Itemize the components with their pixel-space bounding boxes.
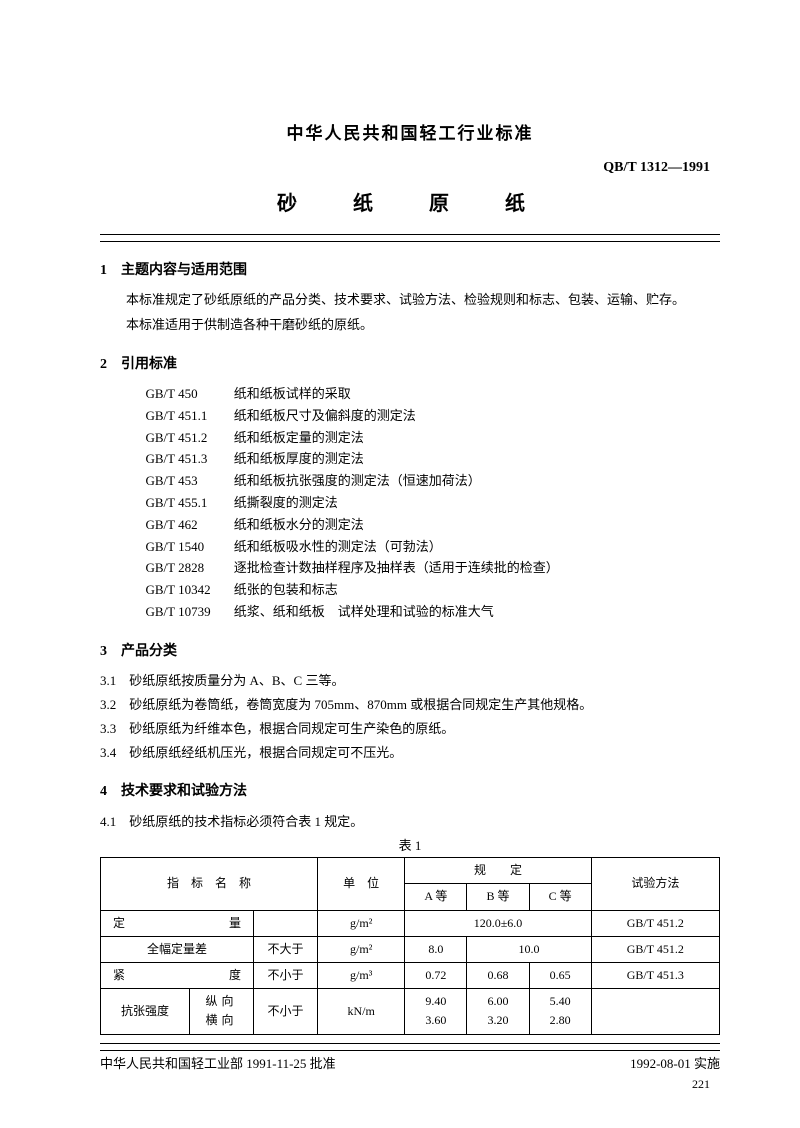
r3-b: 0.68 [467, 963, 529, 989]
r3-c: 0.65 [529, 963, 591, 989]
r1-method: GB/T 451.2 [591, 910, 719, 936]
reference-item: GB/T 462 纸和纸板水分的测定法 [146, 515, 721, 536]
s1-p2: 本标准适用于供制造各种干磨砂纸的原纸。 [100, 315, 720, 336]
r4-method [591, 989, 719, 1034]
s3-items: 3.1 砂纸原纸按质量分为 A、B、C 三等。 3.2 砂纸原纸为卷筒纸，卷筒宽度… [100, 671, 720, 763]
s3-item: 3.4 砂纸原纸经纸机压光，根据合同规定可不压光。 [100, 743, 720, 764]
reference-item: GB/T 10342 纸张的包装和标志 [146, 580, 721, 601]
r2-unit: g/m² [318, 936, 405, 962]
s4-p1-num: 4.1 [100, 814, 116, 829]
th-spec: 规 定 [405, 858, 591, 884]
reference-list: GB/T 450 纸和纸板试样的采取GB/T 451.1 纸和纸板尺寸及偏斜度的… [146, 384, 721, 623]
s4-p1-text: 砂纸原纸的技术指标必须符合表 1 规定。 [129, 814, 363, 829]
r2-a: 8.0 [405, 936, 467, 962]
s3-item: 3.2 砂纸原纸为卷筒纸，卷筒宽度为 705mm、870mm 或根据合同规定生产… [100, 695, 720, 716]
reference-item: GB/T 451.3 纸和纸板厚度的测定法 [146, 449, 721, 470]
page-number: 221 [692, 1077, 710, 1092]
footer-left: 中华人民共和国轻工业部 1991-11-25 批准 [100, 1054, 336, 1075]
r2-method: GB/T 451.2 [591, 936, 719, 962]
th-c: C 等 [529, 884, 591, 910]
footer: 中华人民共和国轻工业部 1991-11-25 批准 1992-08-01 实施 [100, 1050, 720, 1075]
th-method: 试验方法 [591, 858, 719, 910]
s3-item: 3.1 砂纸原纸按质量分为 A、B、C 三等。 [100, 671, 720, 692]
r4-c: 5.402.80 [529, 989, 591, 1034]
th-b: B 等 [467, 884, 529, 910]
footer-thin-rule [100, 1043, 720, 1044]
s3-item: 3.3 砂纸原纸为纤维本色，根据合同规定可生产染色的原纸。 [100, 719, 720, 740]
r4-sub: 纵向横向 [190, 989, 254, 1034]
reference-item: GB/T 451.2 纸和纸板定量的测定法 [146, 428, 721, 449]
standard-code: QB/T 1312—1991 [100, 157, 720, 179]
th-name: 指 标 名 称 [101, 858, 318, 910]
r1-unit: g/m² [318, 910, 405, 936]
reference-item: GB/T 1540 纸和纸板吸水性的测定法（可勃法） [146, 537, 721, 558]
r4-unit: kN/m [318, 989, 405, 1034]
s1-p1: 本标准规定了砂纸原纸的产品分类、技术要求、试验方法、检验规则和标志、包装、运输、… [100, 290, 720, 311]
r3-qual: 不小于 [254, 963, 318, 989]
r3-name: 紧度 [101, 963, 254, 989]
reference-item: GB/T 451.1 纸和纸板尺寸及偏斜度的测定法 [146, 406, 721, 427]
r3-method: GB/T 451.3 [591, 963, 719, 989]
th-a: A 等 [405, 884, 467, 910]
doc-title: 砂 纸 原 纸 [100, 188, 720, 220]
rule-thin [100, 241, 720, 242]
r4-name: 抗张强度 [101, 989, 190, 1034]
reference-item: GB/T 10739 纸浆、纸和纸板 试样处理和试验的标准大气 [146, 602, 721, 623]
reference-item: GB/T 450 纸和纸板试样的采取 [146, 384, 721, 405]
r3-unit: g/m³ [318, 963, 405, 989]
footer-right: 1992-08-01 实施 [630, 1054, 720, 1075]
r3-a: 0.72 [405, 963, 467, 989]
section-3-heading: 3 产品分类 [100, 641, 720, 663]
table-caption: 表 1 [100, 836, 720, 857]
section-1-heading: 1 主题内容与适用范围 [100, 260, 720, 282]
r4-a: 9.403.60 [405, 989, 467, 1034]
section-4-heading: 4 技术要求和试验方法 [100, 781, 720, 803]
org-title: 中华人民共和国轻工行业标准 [100, 120, 720, 147]
rule-thick [100, 234, 720, 235]
page: 中华人民共和国轻工行业标准 QB/T 1312—1991 砂 纸 原 纸 1 主… [0, 0, 800, 1114]
r1-qual [254, 910, 318, 936]
section-2-heading: 2 引用标准 [100, 354, 720, 376]
reference-item: GB/T 455.1 纸撕裂度的测定法 [146, 493, 721, 514]
reference-item: GB/T 2828 逐批检查计数抽样程序及抽样表（适用于连续批的检查） [146, 558, 721, 579]
r2-bc: 10.0 [467, 936, 591, 962]
r2-name: 全幅定量差 [101, 936, 254, 962]
r1-val: 120.0±6.0 [405, 910, 591, 936]
r4-qual: 不小于 [254, 989, 318, 1034]
th-unit: 单 位 [318, 858, 405, 910]
r1-name: 定量 [101, 910, 254, 936]
s4-p1: 4.1 砂纸原纸的技术指标必须符合表 1 规定。 [100, 812, 720, 833]
spec-table: 指 标 名 称 单 位 规 定 试验方法 A 等 B 等 C 等 定量 g/m²… [100, 857, 720, 1034]
r2-qual: 不大于 [254, 936, 318, 962]
reference-item: GB/T 453 纸和纸板抗张强度的测定法（恒速加荷法） [146, 471, 721, 492]
r4-b: 6.003.20 [467, 989, 529, 1034]
